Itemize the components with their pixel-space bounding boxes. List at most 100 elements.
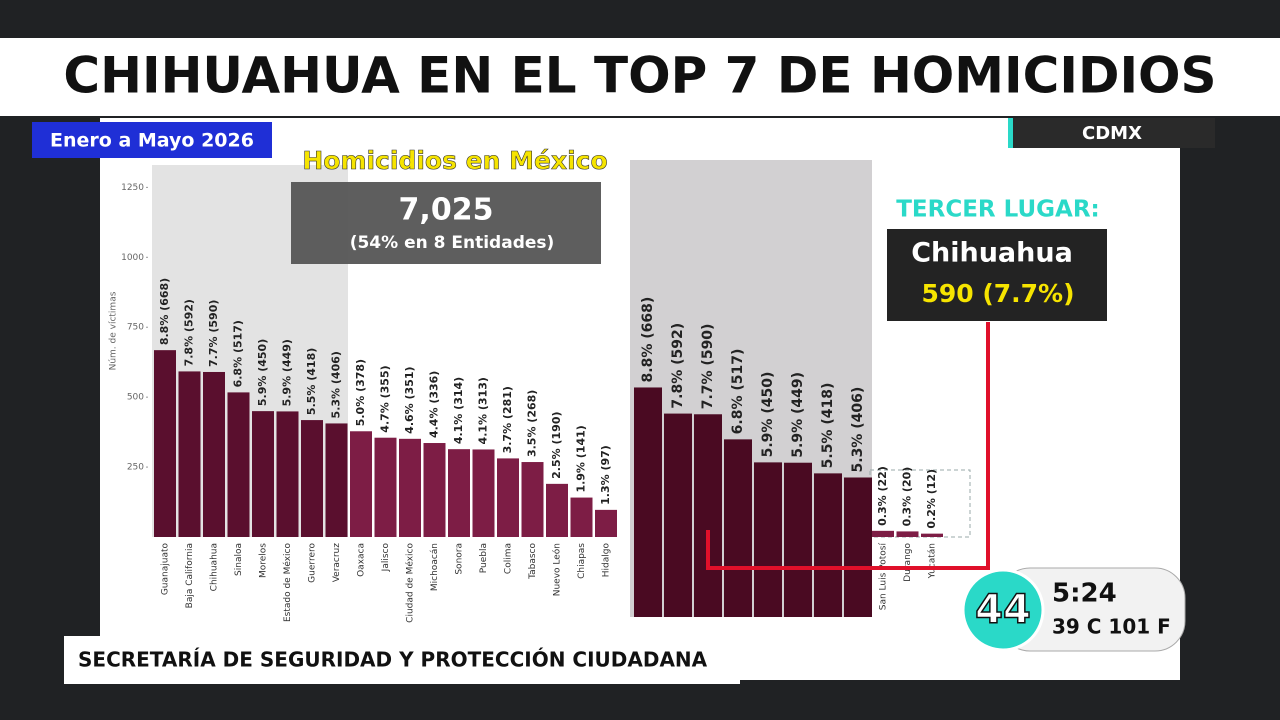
bar	[814, 473, 842, 617]
value-label: 5.3% (406)	[330, 351, 343, 418]
y-tick-label: 250	[127, 463, 144, 473]
value-label: 3.5% (268)	[526, 390, 539, 457]
bar	[844, 477, 872, 617]
bar	[664, 413, 692, 617]
period-box	[32, 122, 272, 158]
callout-state: Chihuahua	[911, 238, 1073, 269]
bar	[724, 439, 752, 617]
x-tick-label: Guerrero	[308, 543, 318, 583]
zoom-tail-box	[869, 469, 971, 538]
bar	[595, 509, 617, 537]
summary-box	[291, 182, 601, 264]
bar	[350, 431, 372, 537]
x-tick-label: Guanajuato	[161, 543, 171, 596]
bar	[634, 387, 662, 617]
bug-logo: 44	[975, 587, 1031, 633]
value-label: 5.9% (449)	[790, 372, 806, 458]
bar	[472, 449, 495, 537]
value-label: 4.6% (351)	[403, 366, 416, 433]
period: Enero a Mayo 2026	[50, 130, 254, 152]
y-tick-label: 1250	[121, 183, 144, 193]
bar	[325, 423, 348, 537]
callout-heading: TERCER LUGAR:	[896, 197, 1100, 223]
summary-title: Homicidios en México	[302, 146, 607, 175]
connector	[706, 322, 990, 570]
x-tick-label: Chiapas	[577, 543, 587, 579]
bug-time: 5:24	[1052, 579, 1117, 609]
x-tick-label: Sonora	[455, 543, 465, 575]
value-label: 5.5% (418)	[820, 383, 836, 469]
value-label: 5.9% (450)	[760, 372, 776, 458]
source: SECRETARÍA DE SEGURIDAD Y PROTECCIÓN CIU…	[78, 648, 708, 672]
bar	[154, 350, 176, 537]
bar	[497, 458, 519, 537]
value-label: 1.3% (97)	[599, 445, 612, 505]
value-label: 8.8% (668)	[158, 278, 171, 345]
bar	[203, 371, 225, 537]
x-tick-label: Estado de México	[282, 543, 293, 623]
bar	[178, 371, 201, 537]
bar	[896, 531, 919, 537]
bar	[872, 530, 894, 537]
value-label: 5.9% (449)	[281, 339, 294, 406]
bar	[399, 438, 421, 537]
x-tick-label: Michoacán	[430, 543, 440, 591]
x-tick-label: San Luis Potosí	[879, 543, 889, 611]
callout-figure: 590 (7.7%)	[921, 279, 1074, 308]
x-tick-label: Veracruz	[332, 543, 342, 583]
value-label: 6.8% (517)	[232, 320, 245, 387]
bar	[546, 483, 568, 537]
bar	[754, 462, 782, 617]
value-label: 0.3% (22)	[876, 466, 889, 526]
x-tick-label: Sinaloa	[234, 543, 244, 576]
value-label: 0.2% (12)	[925, 469, 938, 529]
value-label: 3.7% (281)	[501, 386, 514, 453]
value-label: 7.8% (592)	[670, 323, 686, 409]
bar	[252, 411, 274, 537]
location-accent	[1008, 118, 1013, 148]
bar	[570, 497, 593, 537]
value-label: 7.8% (592)	[183, 299, 196, 366]
value-label: 0.3% (20)	[901, 467, 914, 527]
x-tick-label: Puebla	[479, 543, 489, 573]
bar	[921, 533, 943, 537]
value-label: 5.3% (406)	[850, 387, 866, 473]
value-label: 4.4% (336)	[428, 371, 441, 438]
location: CDMX	[1082, 123, 1142, 144]
bar	[784, 462, 812, 617]
bug-weather: 39 C 101 F	[1052, 615, 1171, 639]
value-label: 4.1% (313)	[477, 377, 490, 444]
value-label: 4.1% (314)	[452, 377, 465, 444]
x-tick-label: Baja California	[185, 543, 195, 608]
y-tick-label: 1000	[121, 253, 144, 263]
bar	[276, 411, 299, 537]
value-label: 5.0% (378)	[354, 359, 367, 426]
charts: 250 500 750 1000 1250 Núm. de víctimas 8.8% (6…	[109, 183, 943, 623]
bar	[374, 437, 397, 537]
x-tick-label: Tabasco	[528, 543, 538, 580]
value-label: 7.7% (590)	[700, 324, 716, 410]
bug-logo-circle	[961, 568, 1045, 652]
bar	[423, 443, 446, 537]
bar	[448, 449, 470, 537]
value-label: 6.8% (517)	[730, 349, 746, 435]
summary-total: 7,025	[399, 193, 494, 228]
bar	[227, 392, 250, 537]
bar	[694, 414, 722, 617]
x-tick-label: Yucatán	[928, 543, 938, 579]
x-tick-label: Jalisco	[381, 543, 391, 573]
headline-bar	[0, 38, 1280, 116]
x-tick-label: Oaxaca	[357, 543, 367, 577]
headline: CHIHUAHUA EN EL TOP 7 DE HOMICIDIOS	[63, 47, 1216, 105]
callout-box	[887, 229, 1107, 321]
x-tick-label: Morelos	[259, 543, 269, 578]
value-label: 7.7% (590)	[207, 300, 220, 367]
value-label: 5.9% (450)	[256, 339, 269, 406]
y-tick-label: 500	[127, 393, 144, 403]
bar	[521, 462, 544, 537]
location-box	[1008, 118, 1215, 148]
value-label: 2.5% (190)	[550, 411, 563, 478]
x-tick-label: Hidalgo	[602, 543, 612, 578]
